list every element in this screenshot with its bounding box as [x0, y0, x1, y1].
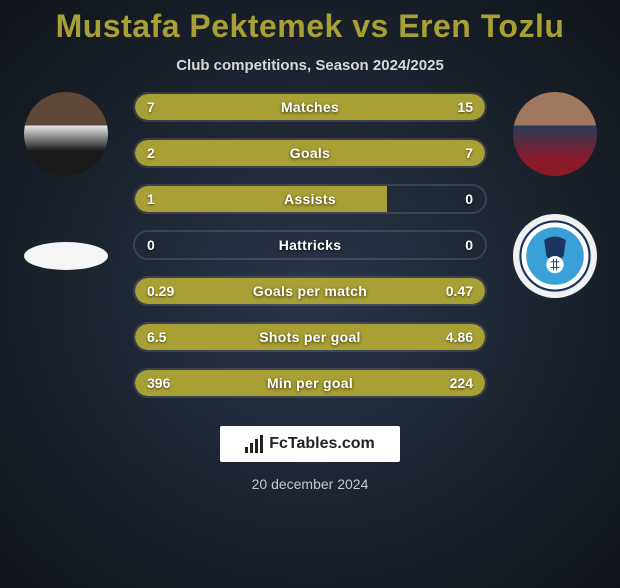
- page-title: Mustafa Pektemek vs Eren Tozlu: [0, 8, 620, 45]
- stats-table: 715Matches 27Goals 10Assists 00Hattricks 0.2…: [123, 92, 497, 414]
- logo-bars-icon: [245, 435, 263, 453]
- player-left-club-logo: [24, 242, 108, 270]
- stat-row: 6.54.86Shots per goal: [133, 322, 487, 352]
- stat-label: Shots per goal: [135, 329, 485, 345]
- player-left-column: [8, 92, 123, 270]
- fctables-logo: FcTables.com: [220, 426, 400, 462]
- stat-row: 10Assists: [133, 184, 487, 214]
- stat-label: Min per goal: [135, 375, 485, 391]
- stat-label: Matches: [135, 99, 485, 115]
- stat-label: Assists: [135, 191, 485, 207]
- stat-row: 715Matches: [133, 92, 487, 122]
- logo-text: FcTables.com: [269, 435, 375, 453]
- comparison-panel: 715Matches 27Goals 10Assists 00Hattricks 0.2…: [0, 92, 620, 414]
- subtitle: Club competitions, Season 2024/2025: [0, 57, 620, 74]
- stat-row: 00Hattricks: [133, 230, 487, 260]
- stat-row: 27Goals: [133, 138, 487, 168]
- player-right-club-logo: [513, 214, 597, 298]
- player-left-photo: [24, 92, 108, 176]
- date-label: 20 december 2024: [0, 476, 620, 492]
- stat-row: 0.290.47Goals per match: [133, 276, 487, 306]
- player-right-column: [497, 92, 612, 298]
- stat-label: Goals: [135, 145, 485, 161]
- stat-row: 396224Min per goal: [133, 368, 487, 398]
- stat-label: Hattricks: [135, 237, 485, 253]
- stat-label: Goals per match: [135, 283, 485, 299]
- player-right-photo: [513, 92, 597, 176]
